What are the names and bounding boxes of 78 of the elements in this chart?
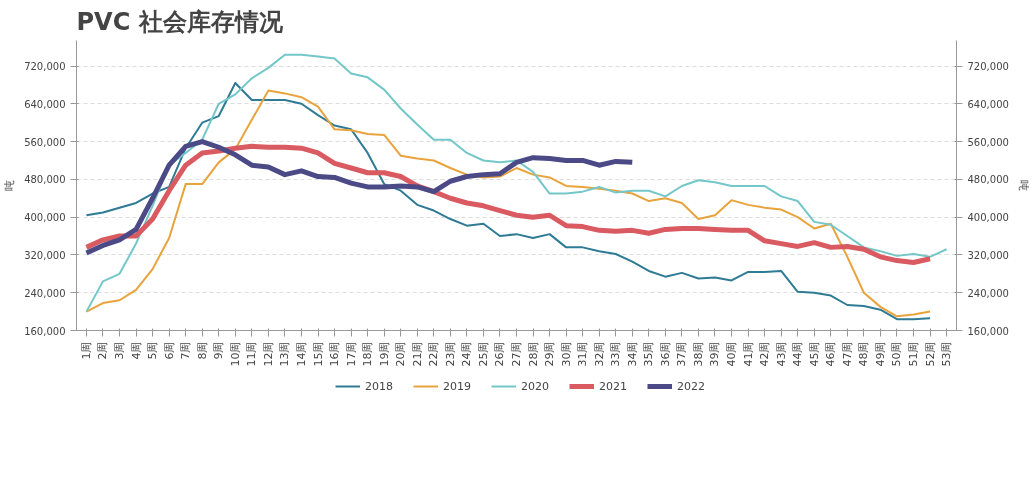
x-tick-label: 6周	[162, 341, 176, 360]
x-tick-label: 39周	[708, 341, 722, 367]
x-tick-label: 32周	[592, 341, 606, 367]
x-tick-label: 42周	[758, 341, 772, 367]
x-tick-label: 7周	[179, 341, 193, 360]
x-tick-label: 48周	[857, 341, 871, 367]
y2-tick-label: 160,000	[967, 325, 1009, 337]
x-tick-label: 18周	[361, 341, 375, 367]
x-tick-label: 3周	[113, 341, 127, 360]
x-tick-label: 5周	[146, 341, 160, 360]
x-tick-label: 49周	[873, 341, 887, 367]
y-tick-label: 160,000	[24, 325, 66, 337]
x-tick-label: 33周	[609, 341, 623, 367]
y-tick-label: 720,000	[24, 61, 66, 72]
y-tick-label: 480,000	[24, 174, 66, 186]
legend-label: 2020	[521, 379, 549, 393]
x-tick-label: 38周	[691, 341, 705, 367]
x-tick-label: 26周	[493, 341, 507, 367]
legend-label: 2022	[677, 379, 705, 393]
y2-tick-label: 720,000	[967, 61, 1009, 72]
y-tick-label: 400,000	[24, 212, 66, 224]
x-tick-label: 37周	[675, 341, 689, 367]
legend-label: 2018	[365, 379, 393, 393]
x-tick-label: 36周	[658, 341, 672, 367]
x-tick-label: 51周	[906, 341, 920, 367]
line-series	[85, 53, 948, 313]
x-tick-label: 4周	[129, 341, 143, 360]
x-tick-label: 19周	[377, 341, 391, 367]
x-tick-label: 27周	[510, 341, 523, 367]
x-tick-label: 8周	[195, 341, 209, 360]
x-tick-label: 47周	[840, 341, 854, 367]
y-tick-label: 320,000	[24, 249, 66, 261]
x-tick-label: 35周	[642, 341, 656, 367]
x-tick-label: 44周	[791, 341, 805, 367]
x-tick-label: 53周	[940, 341, 954, 367]
legend-label: 2019	[443, 379, 471, 393]
y2-tick-label: 400,000	[967, 212, 1009, 224]
y2-tick-label: 240,000	[967, 287, 1009, 299]
x-tick-label: 10周	[228, 341, 242, 367]
x-tick-label: 16周	[328, 341, 342, 367]
x-tick-label: 28周	[526, 341, 540, 367]
x-tick-label: 13周	[278, 341, 292, 367]
y2-tick-label: 480,000	[967, 174, 1009, 186]
y-tick-label: 640,000	[24, 98, 66, 110]
x-tick-label: 43周	[774, 341, 788, 367]
x-tick-label: 25周	[476, 341, 490, 367]
x-tick-label: 30周	[559, 341, 573, 367]
x-tick-label: 45周	[807, 341, 821, 367]
x-tick-label: 22周	[427, 341, 441, 367]
x-tick-label: 11周	[245, 341, 259, 367]
y-tick-label: 560,000	[24, 136, 66, 148]
y2-tick-label: 320,000	[967, 249, 1009, 261]
x-tick-label: 46周	[824, 341, 838, 367]
legend-label: 2021	[599, 379, 627, 393]
x-tick-label: 40周	[725, 341, 739, 367]
y-axis-title: 吨	[3, 180, 17, 191]
x-tick-label: 24周	[460, 341, 474, 367]
x-tick-label: 34周	[625, 341, 639, 367]
y2-axis-title: 吨	[1016, 180, 1030, 191]
x-tick-label: 50周	[890, 341, 904, 367]
x-tick-label: 14周	[294, 341, 308, 367]
y-tick-label: 240,000	[24, 287, 66, 299]
x-tick-label: 9周	[212, 341, 226, 360]
x-tick-label: 17周	[344, 341, 358, 367]
x-tick-label: 41周	[741, 341, 755, 367]
y2-tick-label: 640,000	[967, 98, 1009, 110]
x-tick-label: 52周	[923, 341, 937, 367]
chart-title: PVC 社会库存情况	[76, 7, 284, 36]
y2-tick-label: 560,000	[967, 136, 1009, 148]
x-tick-label: 15周	[311, 341, 325, 367]
x-tick-label: 23周	[443, 341, 457, 367]
x-tick-label: 29周	[543, 341, 557, 367]
x-tick-label: 1周	[79, 341, 93, 360]
x-tick-label: 21周	[410, 341, 424, 367]
x-tick-label: 31周	[576, 341, 590, 367]
x-tick-label: 12周	[261, 341, 275, 367]
x-tick-label: 2周	[96, 341, 110, 360]
x-tick-label: 20周	[394, 341, 408, 367]
